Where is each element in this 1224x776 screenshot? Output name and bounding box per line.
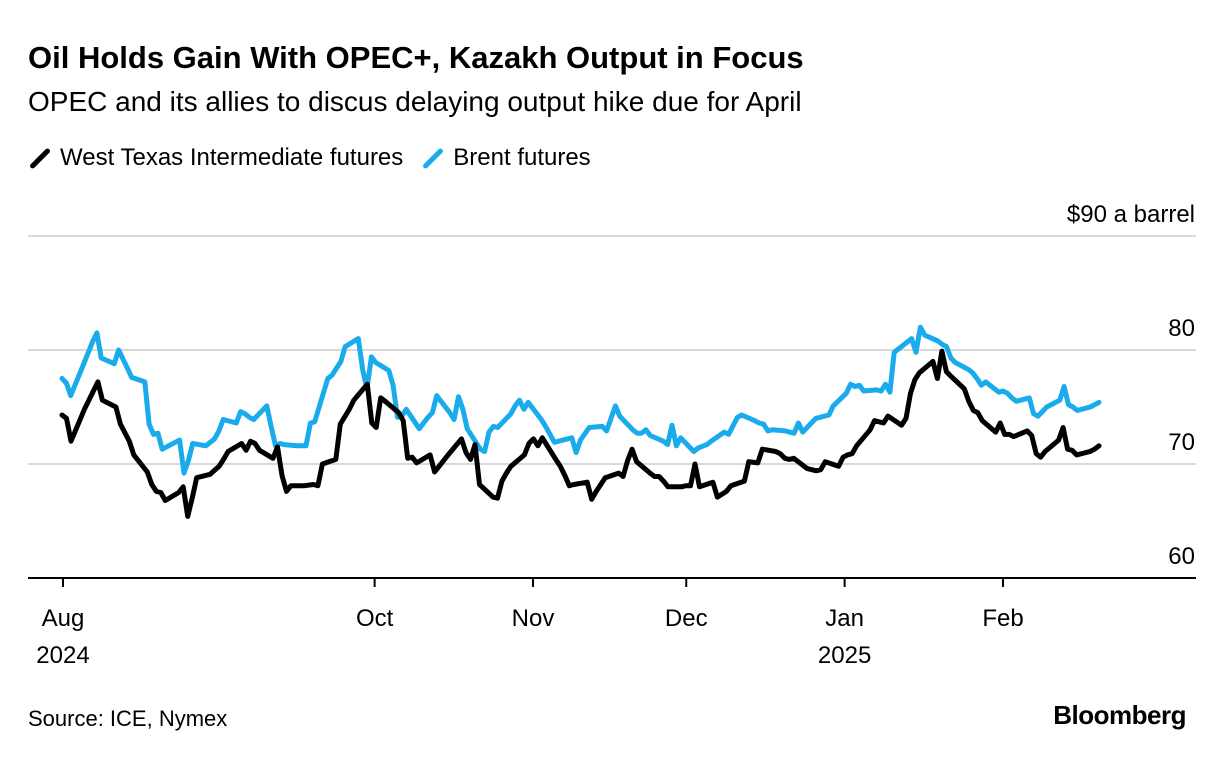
- x-tick-label: Oct: [356, 605, 394, 632]
- legend-label-wti: West Texas Intermediate futures: [60, 144, 404, 171]
- y-tick-label: $90 a barrel: [1067, 201, 1195, 228]
- legend-item-brent: Brent futures: [421, 144, 590, 172]
- bloomberg-logo: Bloomberg: [1053, 700, 1186, 730]
- x-tick-label: Aug: [42, 605, 85, 632]
- chart-legend: West Texas Intermediate futures Brent fu…: [28, 144, 609, 172]
- series-line-brent: [59, 324, 1102, 476]
- y-tick-label: 60: [1168, 543, 1195, 570]
- source-note: Source: ICE, Nymex: [28, 706, 228, 731]
- chart-title: Oil Holds Gain With OPEC+, Kazakh Output…: [28, 40, 804, 75]
- x-tick-year-label: 2024: [36, 642, 89, 669]
- x-tick-label: Nov: [512, 605, 555, 632]
- x-tick-label: Feb: [982, 605, 1023, 632]
- legend-label-brent: Brent futures: [453, 144, 591, 171]
- x-tick-year-label: 2025: [818, 642, 871, 669]
- y-tick-label: 70: [1168, 429, 1195, 456]
- line-chart: $90 a barrel 80 70 60 Aug 2024 Oct Nov Dec Jan 202…: [28, 201, 1196, 669]
- x-tick-label: Jan: [825, 605, 864, 632]
- x-tick-label: Dec: [665, 605, 708, 632]
- chart-subtitle: OPEC and its allies to discus delaying o…: [28, 86, 802, 117]
- y-tick-label: 80: [1168, 315, 1195, 342]
- legend-item-wti: West Texas Intermediate futures: [28, 144, 403, 172]
- series-line-wti: [59, 348, 1102, 519]
